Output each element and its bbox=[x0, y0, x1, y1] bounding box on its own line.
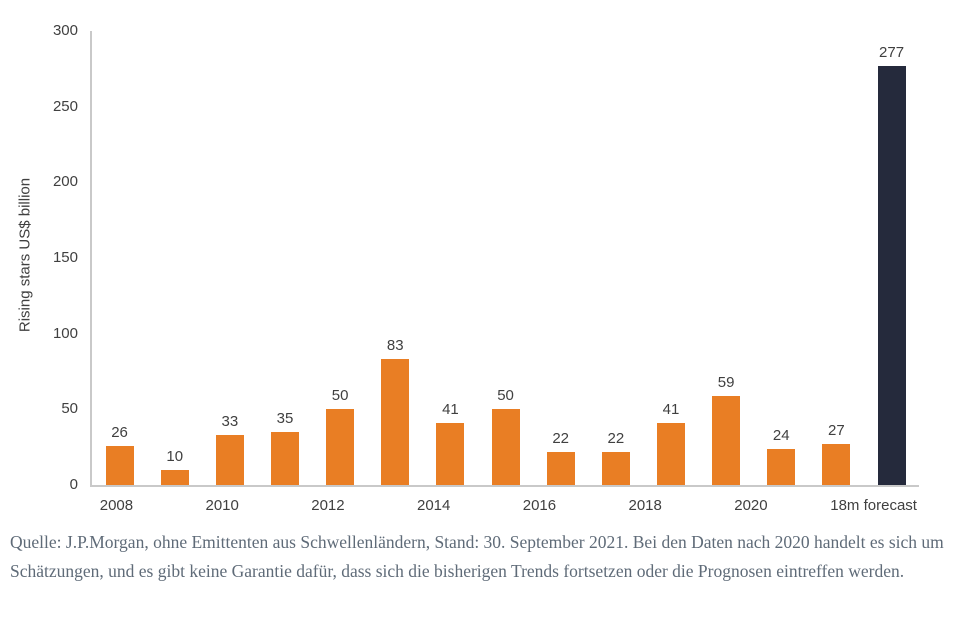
bar-value-label: 24 bbox=[772, 427, 790, 444]
bar-column-2008: 26 bbox=[92, 424, 147, 485]
bar-value-label: 50 bbox=[497, 387, 514, 404]
bar-2016 bbox=[546, 452, 575, 485]
bar-value-label: 50 bbox=[331, 387, 349, 404]
y-tick-label-300: 300 bbox=[52, 22, 78, 39]
bar-2021 bbox=[822, 444, 851, 485]
bar-column-2019: 59 bbox=[699, 374, 754, 485]
bar-value-label: 10 bbox=[166, 448, 184, 465]
bar-2020 bbox=[767, 449, 796, 485]
x-tick-label-2018: 2018 bbox=[628, 497, 662, 514]
x-tick-label-2012: 2012 bbox=[311, 497, 345, 514]
bar-column-2017: 22 bbox=[588, 430, 643, 485]
y-axis-tick-labels: 0 50 100 150 200 250 300 bbox=[0, 22, 78, 493]
plot-area: 26 10 33 35 50 83 41 50 22 22 41 59 24 27 277 bbox=[90, 31, 919, 487]
bar-value-label: 41 bbox=[662, 401, 680, 418]
bar-column-2011: 35 bbox=[257, 410, 312, 485]
bar-value-label: 22 bbox=[607, 430, 625, 447]
bars-row: 26 10 33 35 50 83 41 50 22 22 41 59 24 27 277 bbox=[92, 31, 919, 485]
bar-2015 bbox=[491, 409, 520, 485]
bar-2013 bbox=[381, 359, 410, 485]
x-tick-label-2020: 2020 bbox=[734, 497, 768, 514]
x-tick-label-empty bbox=[777, 496, 830, 516]
bar-value-label: 22 bbox=[552, 430, 570, 447]
bar-column-2009: 10 bbox=[147, 448, 202, 485]
bar-column-2012: 50 bbox=[313, 387, 368, 485]
bar-2018 bbox=[656, 423, 685, 485]
bar-2014 bbox=[436, 423, 465, 485]
y-tick-label-250: 250 bbox=[52, 97, 78, 115]
y-tick-label-50: 50 bbox=[61, 400, 78, 418]
bar-value-label: 83 bbox=[386, 337, 404, 354]
bar-2011 bbox=[270, 432, 299, 485]
y-tick-label-0: 0 bbox=[69, 476, 78, 493]
bar-2008 bbox=[105, 446, 134, 485]
bar-column-2013: 83 bbox=[368, 337, 423, 485]
bar-column-2014: 41 bbox=[423, 401, 478, 485]
x-tick-label-18m-forecast: 18m forecast bbox=[830, 497, 917, 514]
x-tick-label-empty bbox=[566, 496, 619, 516]
bar-2017 bbox=[601, 452, 630, 485]
bar-value-label: 26 bbox=[111, 424, 128, 441]
rising-stars-bar-chart: Rising stars US$ billion 0 50 100 150 200 250… bbox=[0, 22, 919, 516]
bar-value-label: 35 bbox=[276, 410, 294, 427]
x-tick-label-2014: 2014 bbox=[417, 497, 451, 514]
bar-2009 bbox=[160, 470, 189, 485]
bar-column-2020: 24 bbox=[754, 427, 809, 485]
x-tick-label-empty bbox=[672, 496, 725, 516]
x-tick-label-2016: 2016 bbox=[522, 497, 557, 514]
bar-2010 bbox=[215, 435, 244, 485]
x-tick-label-empty bbox=[460, 496, 513, 516]
x-tick-label-empty bbox=[354, 496, 407, 516]
bar-value-label: 277 bbox=[879, 44, 905, 61]
x-tick-label-2010: 2010 bbox=[205, 497, 239, 514]
bar-column-18m-forecast: 277 bbox=[864, 44, 919, 485]
x-axis-tick-labels: 2008 2010 2012 2014 2016 2018 2020 18m forecast bbox=[90, 496, 917, 516]
y-tick-label-150: 150 bbox=[52, 249, 78, 266]
x-tick-label-2008: 2008 bbox=[99, 497, 134, 514]
bar-column-2021: 27 bbox=[809, 422, 864, 485]
bar-2019 bbox=[712, 396, 741, 485]
bar-value-label: 27 bbox=[828, 422, 845, 439]
bar-2012 bbox=[326, 409, 355, 485]
source-caption: Quelle: J.P.Morgan, ohne Emittenten aus … bbox=[10, 532, 944, 581]
x-tick-label-empty bbox=[143, 496, 196, 516]
x-tick-label-empty bbox=[249, 496, 302, 516]
y-tick-label-100: 100 bbox=[52, 324, 78, 342]
bar-column-2010: 33 bbox=[202, 413, 257, 485]
bar-value-label: 41 bbox=[442, 401, 459, 418]
bar-value-label: 59 bbox=[717, 374, 735, 391]
y-tick-label-200: 200 bbox=[52, 173, 78, 191]
bar-column-2015: 50 bbox=[478, 387, 533, 485]
bar-column-2018: 41 bbox=[643, 401, 698, 485]
bar-column-2016: 22 bbox=[533, 430, 588, 485]
bar-18m-forecast bbox=[877, 66, 906, 485]
bar-value-label: 33 bbox=[221, 413, 239, 430]
